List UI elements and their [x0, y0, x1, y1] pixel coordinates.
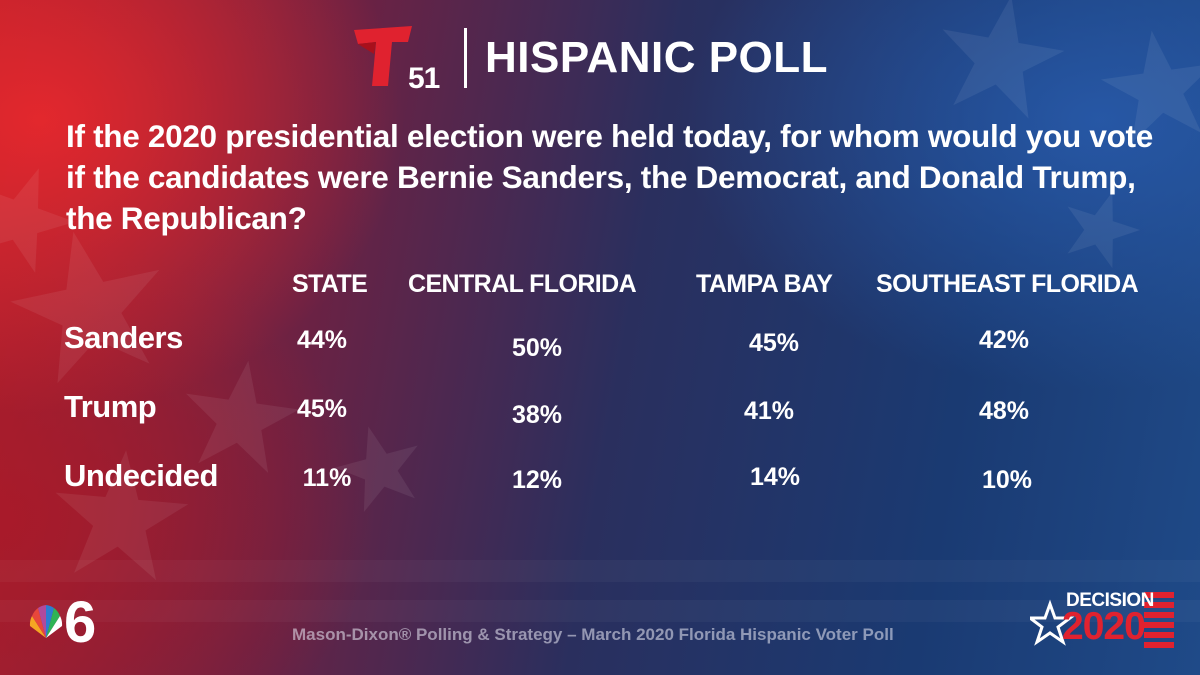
page-title: HISPANIC POLL: [485, 33, 829, 82]
cell-trump-southeast-florida: 48%: [978, 397, 1030, 425]
cell-undecided-tampa-bay: 14%: [749, 463, 801, 491]
cell-undecided-southeast-florida: 10%: [981, 466, 1033, 494]
column-header-tampa-bay: TAMPA BAY: [696, 270, 833, 298]
decision-word: DECISION: [1066, 590, 1154, 611]
cell-trump-tampa-bay: 41%: [743, 397, 795, 425]
poll-question: If the 2020 presidential election were h…: [66, 118, 1153, 236]
cell-undecided-state: 11%: [302, 464, 352, 492]
cell-sanders-state: 44%: [296, 326, 348, 354]
cell-sanders-central-florida: 50%: [511, 334, 563, 362]
flag-stripes-icon: [1144, 592, 1174, 648]
row-label-trump: Trump: [64, 389, 157, 424]
nbc-peacock-icon: [29, 605, 63, 638]
column-header-state: STATE: [292, 270, 368, 298]
station-number: 51: [408, 62, 440, 95]
header-divider: [464, 28, 467, 88]
nbc6-logo: 6: [29, 590, 96, 646]
column-header-central-florida: CENTRAL FLORIDA: [408, 270, 637, 298]
star-icon: [1030, 599, 1075, 646]
column-header-southeast-florida: SOUTHEAST FLORIDA: [876, 270, 1139, 298]
row-label-sanders: Sanders: [64, 320, 183, 355]
nbc-channel-number: 6: [64, 590, 96, 646]
cell-trump-central-florida: 38%: [511, 401, 563, 429]
row-label-undecided: Undecided: [64, 458, 218, 493]
decision-2020-logo: [1030, 592, 1174, 648]
cell-sanders-tampa-bay: 45%: [748, 329, 800, 357]
cell-trump-state: 45%: [296, 395, 348, 423]
header: 51 HISPANIC POLL: [352, 24, 829, 95]
source-caption: Mason-Dixon® Polling & Strategy – March …: [292, 625, 894, 644]
telemundo-t-icon: [354, 26, 412, 86]
telemundo-logo: 51: [352, 24, 448, 95]
cell-sanders-southeast-florida: 42%: [978, 326, 1030, 354]
cell-undecided-central-florida: 12%: [511, 466, 563, 494]
decision-year: 2020: [1062, 605, 1146, 648]
